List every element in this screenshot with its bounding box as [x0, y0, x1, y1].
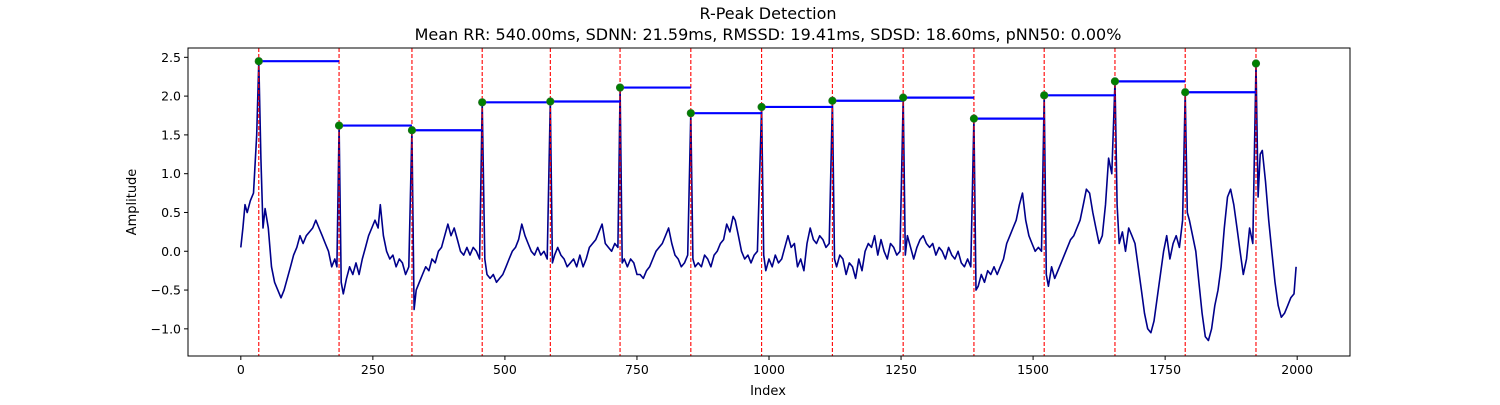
r-peak-point-2 — [407, 126, 417, 135]
r-peak-point-14 — [1251, 59, 1261, 68]
r-peak-point-6 — [686, 109, 695, 118]
y-tick-label-1: −0.5 — [151, 283, 181, 298]
r-peak-point-12 — [1110, 77, 1120, 86]
r-peak-point-5 — [615, 83, 625, 92]
r-peak-point-11 — [1040, 91, 1049, 100]
x-tick-label-0: 0 — [237, 362, 245, 377]
y-tick-label-7: 2.5 — [161, 50, 181, 65]
y-tick-label-6: 2.0 — [161, 89, 181, 104]
y-tick-label-0: −1.0 — [151, 321, 181, 336]
y-axis-label: Amplitude — [125, 169, 140, 236]
y-tick-label-3: 0.5 — [161, 205, 181, 220]
r-peak-point-8 — [828, 96, 837, 105]
x-tick-label-7: 1750 — [1149, 362, 1181, 377]
plot-frame — [187, 47, 1351, 357]
chart-title: R-Peak Detection — [699, 4, 836, 23]
x-axis: 0 250 500 750 1000 1250 1500 1750 2000 — [237, 356, 1313, 377]
x-tick-label-6: 1500 — [1017, 362, 1049, 377]
x-tick-label-8: 2000 — [1281, 362, 1313, 377]
x-tick-label-4: 1000 — [753, 362, 785, 377]
y-tick-label-5: 1.5 — [161, 127, 181, 142]
y-tick-label-4: 1.0 — [161, 166, 181, 181]
r-peak-point-0 — [254, 57, 263, 66]
y-axis: −1.0 −0.5 0.0 0.5 1.0 1.5 2.0 2.5 — [151, 50, 188, 336]
chart-subtitle: Mean RR: 540.00ms, SDNN: 21.59ms, RMSSD:… — [415, 25, 1122, 44]
x-tick-label-1: 250 — [361, 362, 385, 377]
x-tick-label-5: 1250 — [885, 362, 917, 377]
x-tick-label-3: 750 — [625, 362, 649, 377]
ecg-signal-line — [240, 60, 1297, 342]
r-peak-point-13 — [1181, 88, 1190, 97]
plot-area — [240, 48, 1297, 356]
x-axis-label: Index — [750, 384, 786, 399]
y-tick-label-2: 0.0 — [161, 244, 181, 259]
r-peak-point-7 — [757, 102, 766, 112]
r-peak-point-1 — [334, 121, 344, 130]
r-peak-point-9 — [899, 93, 908, 102]
x-tick-label-2: 500 — [493, 362, 517, 377]
r-peak-point-3 — [478, 98, 487, 107]
r-peak-point-4 — [546, 97, 555, 106]
r-peak-point-10 — [969, 114, 979, 123]
